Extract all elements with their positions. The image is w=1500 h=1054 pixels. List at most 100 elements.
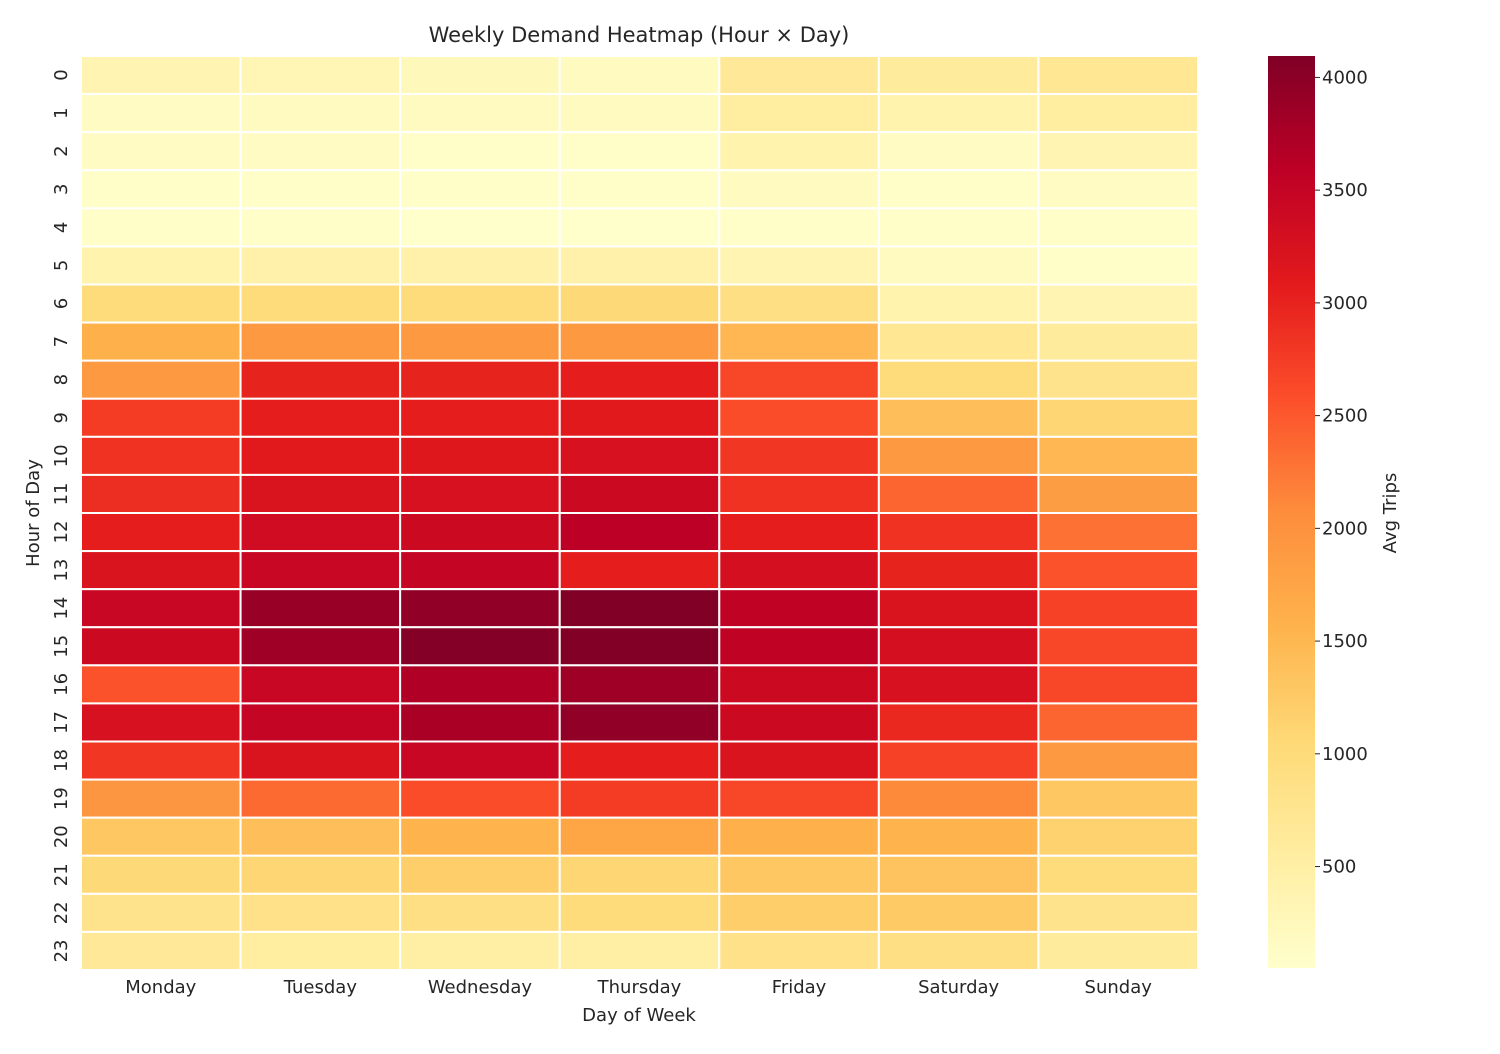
heatmap-cell <box>718 512 880 553</box>
colorbar-ticks: 500 1000 1500 2000 2500 3000 3500 4000 <box>1315 67 1368 878</box>
heatmap-cell <box>718 588 880 629</box>
y-axis-label: Hour of Day <box>23 459 44 567</box>
y-tick-label: 1 <box>51 107 72 118</box>
heatmap-cell <box>239 892 402 933</box>
heatmap-cell <box>877 816 1040 857</box>
heatmap-cell <box>718 550 880 591</box>
heatmap-cell <box>239 169 402 210</box>
colorbar-tick-label: 1000 <box>1322 744 1368 765</box>
heatmap-cell <box>1037 892 1200 933</box>
heatmap-cell <box>877 930 1040 972</box>
heatmap-cell <box>399 131 561 172</box>
heatmap-cell <box>399 473 561 514</box>
heatmap-cell <box>558 359 721 400</box>
y-tick-label: 5 <box>51 260 72 271</box>
heatmap-cell <box>558 435 721 476</box>
y-tick-label: 2 <box>51 145 72 156</box>
heatmap-cell <box>558 245 721 286</box>
heatmap-cell <box>1037 664 1200 705</box>
heatmap-cell <box>877 435 1040 476</box>
y-tick-label: 9 <box>51 412 72 423</box>
heatmap-cell <box>718 664 880 705</box>
heatmap-cell <box>80 93 242 134</box>
heatmap-cell <box>1037 854 1200 895</box>
heatmap-cell <box>1037 55 1200 96</box>
heatmap-cell <box>1037 778 1200 819</box>
y-tick-label: 20 <box>51 825 72 848</box>
heatmap-cell <box>877 778 1040 819</box>
y-tick-label: 8 <box>51 374 72 385</box>
colorbar-tick-label: 3500 <box>1322 180 1368 201</box>
heatmap-cell <box>80 435 242 476</box>
heatmap-cell <box>80 816 242 857</box>
chart-title: Weekly Demand Heatmap (Hour × Day) <box>429 23 850 47</box>
heatmap-cell <box>80 55 242 96</box>
colorbar <box>1268 56 1315 968</box>
heatmap-cell <box>1037 702 1200 743</box>
heatmap-cell <box>877 588 1040 629</box>
heatmap-cell <box>80 930 242 972</box>
heatmap-cell <box>718 169 880 210</box>
heatmap-cell <box>718 854 880 895</box>
heatmap-cell <box>80 854 242 895</box>
heatmap-cell <box>399 245 561 286</box>
heatmap-cell <box>558 131 721 172</box>
heatmap-cell <box>877 321 1040 362</box>
heatmap-cell <box>399 359 561 400</box>
heatmap-cell <box>558 892 721 933</box>
heatmap-cell <box>718 702 880 743</box>
heatmap-cell <box>399 892 561 933</box>
heatmap-cell <box>558 473 721 514</box>
heatmap-cells <box>80 55 1200 972</box>
colorbar-tick-label: 500 <box>1322 857 1356 878</box>
heatmap-cell <box>718 740 880 781</box>
x-tick-label: Saturday <box>918 977 999 998</box>
heatmap-cell <box>877 702 1040 743</box>
heatmap-cell <box>399 930 561 972</box>
heatmap-cell <box>718 207 880 248</box>
heatmap-cell <box>239 930 402 972</box>
heatmap-cell <box>718 283 880 324</box>
heatmap-cell <box>877 169 1040 210</box>
heatmap-cell <box>558 930 721 972</box>
heatmap-cell <box>239 93 402 134</box>
heatmap-cell <box>239 816 402 857</box>
y-tick-label: 11 <box>51 483 72 506</box>
heatmap-cell <box>558 816 721 857</box>
heatmap-cell <box>399 169 561 210</box>
y-tick-label: 23 <box>51 940 72 963</box>
heatmap-cell <box>80 588 242 629</box>
heatmap-cell <box>399 435 561 476</box>
heatmap-cell <box>1037 435 1200 476</box>
heatmap-cell <box>80 702 242 743</box>
heatmap-cell <box>239 740 402 781</box>
y-tick-label: 4 <box>51 222 72 233</box>
heatmap-cell <box>718 778 880 819</box>
heatmap-cell <box>399 93 561 134</box>
heatmap-cell <box>1037 131 1200 172</box>
heatmap-cell <box>718 473 880 514</box>
x-tick-label: Monday <box>125 977 196 998</box>
y-tick-label: 22 <box>51 901 72 924</box>
heatmap-cell <box>1037 512 1200 553</box>
heatmap-cell <box>239 245 402 286</box>
heatmap-cell <box>877 854 1040 895</box>
heatmap-cell <box>558 626 721 667</box>
heatmap-cell <box>558 588 721 629</box>
y-tick-label: 0 <box>51 69 72 80</box>
heatmap-cell <box>239 207 402 248</box>
colorbar-tick-label: 2000 <box>1322 518 1368 539</box>
heatmap-cell <box>1037 359 1200 400</box>
y-tick-label: 15 <box>51 635 72 658</box>
heatmap-cell <box>877 93 1040 134</box>
heatmap-cell <box>877 740 1040 781</box>
heatmap-cell <box>80 892 242 933</box>
heatmap-cell <box>1037 930 1200 972</box>
heatmap-cell <box>399 626 561 667</box>
heatmap-cell <box>718 321 880 362</box>
x-tick-label: Tuesday <box>283 977 358 998</box>
heatmap-cell <box>877 664 1040 705</box>
heatmap-cell <box>1037 207 1200 248</box>
heatmap-cell <box>718 359 880 400</box>
